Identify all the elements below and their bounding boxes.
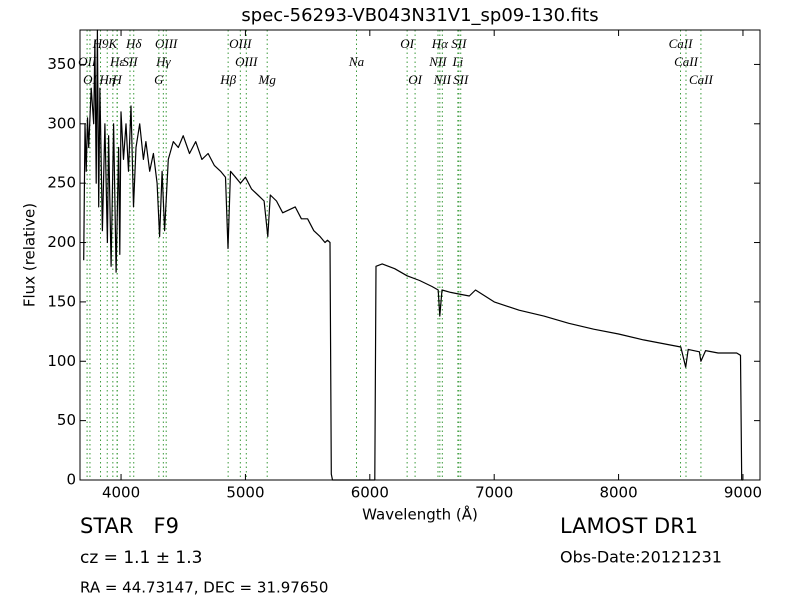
spectral-line-label: NII: [433, 72, 452, 87]
spectral-line-label: CaII: [669, 36, 694, 51]
spectral-line-label: OI: [408, 72, 422, 87]
y-tick-label: 50: [57, 411, 76, 429]
x-tick-label: 7000: [475, 484, 513, 502]
spectral-line-label: Hε: [109, 54, 125, 69]
spectral-line-label: Mg: [258, 72, 277, 87]
y-tick-label: 0: [66, 471, 76, 489]
x-tick-label: 9000: [724, 484, 762, 502]
spectral-line-label: H: [111, 72, 122, 87]
spectral-line-label: NII: [428, 54, 447, 69]
x-tick-label: 5000: [226, 484, 264, 502]
spectral-line-label: Hα: [431, 36, 449, 51]
y-tick-label: 300: [47, 114, 76, 132]
y-tick-label: 250: [47, 174, 76, 192]
y-tick-label: 100: [47, 352, 76, 370]
spectral-line-label: H9: [92, 36, 109, 51]
y-axis-label: Flux (relative): [21, 203, 39, 307]
y-tick-label: 150: [47, 292, 76, 310]
x-axis-label: Wavelength (Å): [362, 505, 478, 524]
spectral-line-label: CaII: [689, 72, 714, 87]
coordinates: RA = 44.73147, DEC = 31.97650: [80, 579, 328, 597]
spectral-line-label: SII: [453, 72, 469, 87]
y-tick-label: 200: [47, 233, 76, 251]
spectral-line-label: OIII: [229, 36, 252, 51]
spectral-line-label: SII: [122, 54, 138, 69]
x-tick-label: 4000: [102, 484, 140, 502]
chart-title: spec-56293-VB043N31V1_sp09-130.fits: [241, 5, 598, 26]
spectral-line-label: Hη: [98, 72, 115, 87]
spectral-line-label: CaII: [674, 54, 699, 69]
spectral-line-label: K: [108, 36, 119, 51]
x-tick-label: 6000: [351, 484, 389, 502]
data-release: LAMOST DR1: [560, 514, 698, 538]
spectral-line-label: OI: [400, 36, 414, 51]
spectral-line-label: G: [154, 72, 164, 87]
spectral-line-label: Hδ: [125, 36, 142, 51]
object-class: STAR F9: [80, 514, 179, 538]
spectral-line-label: Na: [348, 54, 365, 69]
x-tick-label: 8000: [599, 484, 637, 502]
obs-date: Obs-Date:20121231: [560, 548, 722, 567]
spectral-line-label: Hβ: [219, 72, 236, 87]
spectral-line-label: SII: [451, 36, 467, 51]
plot-frame: [79, 29, 761, 481]
spectral-line-label: OII: [78, 54, 97, 69]
spectral-line-label: Hγ: [155, 54, 171, 69]
spectrum: [83, 29, 743, 481]
spectral-line-label: OIII: [235, 54, 258, 69]
spectral-line-label: Li: [451, 54, 463, 69]
redshift: cz = 1.1 ± 1.3: [80, 548, 202, 568]
spectral-line-label: OIII: [155, 36, 178, 51]
y-tick-label: 350: [47, 55, 76, 73]
